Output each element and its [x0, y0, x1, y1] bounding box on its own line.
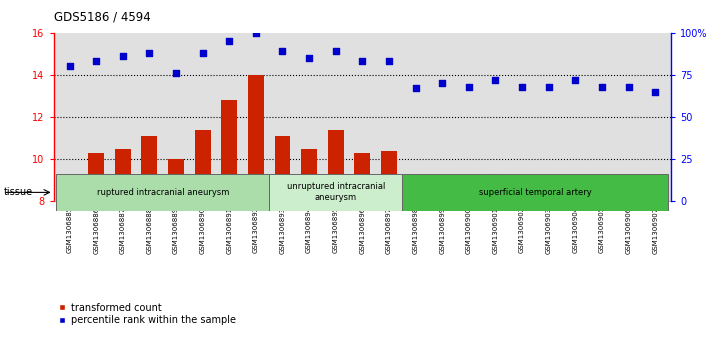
- Text: ruptured intracranial aneurysm: ruptured intracranial aneurysm: [96, 188, 229, 197]
- Bar: [56, 174, 269, 211]
- Point: [623, 84, 634, 90]
- Text: GDS5186 / 4594: GDS5186 / 4594: [54, 11, 151, 24]
- Legend: transformed count, percentile rank within the sample: transformed count, percentile rank withi…: [59, 302, 236, 326]
- Bar: [195, 130, 211, 201]
- Point: [436, 80, 448, 86]
- Text: unruptured intracranial
aneurysm: unruptured intracranial aneurysm: [286, 182, 385, 203]
- Bar: [354, 153, 371, 201]
- Bar: [248, 75, 264, 201]
- Text: tissue: tissue: [4, 187, 33, 197]
- Point: [596, 84, 608, 90]
- Point: [91, 58, 102, 64]
- Point: [250, 30, 261, 36]
- Point: [490, 77, 501, 83]
- Bar: [221, 100, 237, 201]
- Bar: [301, 149, 317, 201]
- Point: [197, 50, 208, 56]
- Point: [650, 89, 661, 95]
- Point: [570, 77, 581, 83]
- Bar: [488, 174, 503, 201]
- Bar: [408, 189, 423, 201]
- Point: [303, 55, 315, 61]
- Point: [516, 84, 528, 90]
- Point: [64, 64, 75, 69]
- Bar: [141, 136, 157, 201]
- Point: [117, 53, 129, 59]
- Bar: [274, 136, 291, 201]
- Bar: [514, 187, 530, 201]
- Bar: [115, 149, 131, 201]
- Text: superficial temporal artery: superficial temporal artery: [479, 188, 592, 197]
- Bar: [647, 191, 663, 201]
- Point: [356, 58, 368, 64]
- Point: [223, 38, 235, 44]
- Point: [543, 84, 554, 90]
- Bar: [328, 130, 343, 201]
- Bar: [168, 159, 184, 201]
- Bar: [269, 174, 402, 211]
- Bar: [61, 180, 78, 201]
- Bar: [620, 184, 637, 201]
- Point: [277, 48, 288, 54]
- Bar: [88, 153, 104, 201]
- Point: [410, 85, 421, 91]
- Bar: [568, 180, 583, 201]
- Point: [171, 70, 182, 76]
- Point: [330, 48, 341, 54]
- Bar: [461, 189, 477, 201]
- Bar: [540, 180, 557, 201]
- Bar: [402, 174, 668, 211]
- Bar: [594, 176, 610, 201]
- Point: [383, 58, 395, 64]
- Bar: [434, 180, 451, 201]
- Point: [144, 50, 155, 56]
- Bar: [381, 151, 397, 201]
- Point: [463, 84, 475, 90]
